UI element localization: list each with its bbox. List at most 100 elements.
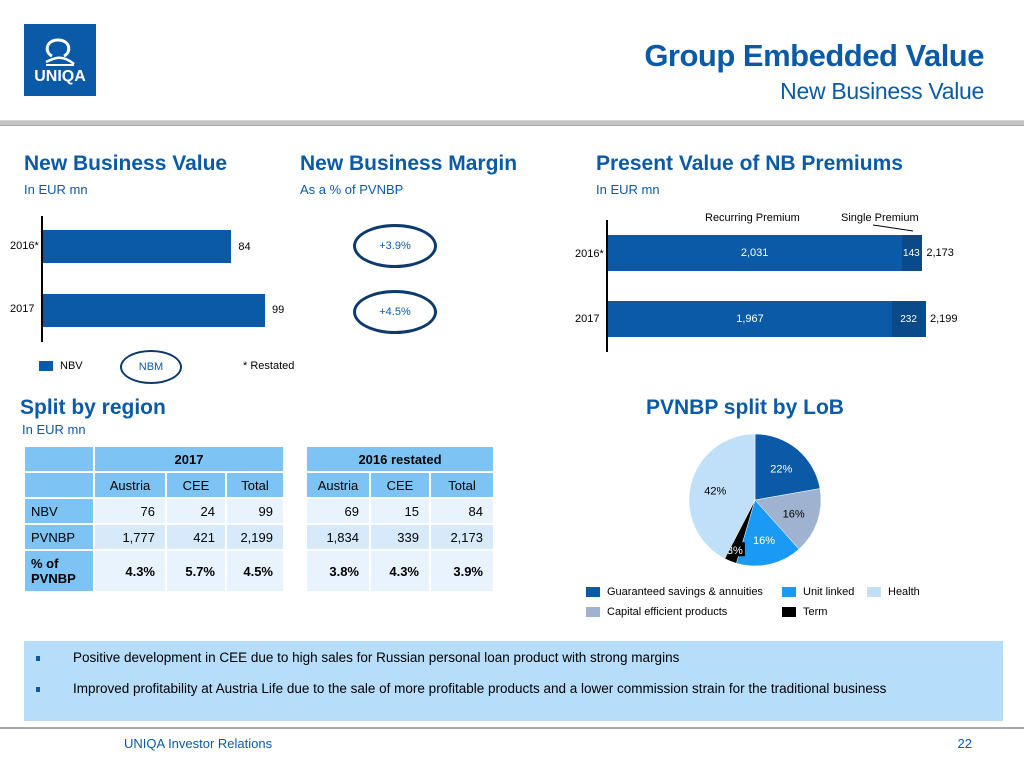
column-header: Total bbox=[431, 473, 493, 497]
pie-slice-label: 16% bbox=[783, 508, 805, 520]
uniqa-logo: UNIQA bbox=[24, 24, 96, 96]
nbm-2017-value: +4.5% bbox=[379, 306, 411, 318]
cell-value: 24 bbox=[167, 499, 225, 523]
nbv-value-label: 84 bbox=[238, 241, 251, 253]
pvnbp-title: Present Value of NB Premiums bbox=[596, 152, 903, 175]
cell-value: 3.8% bbox=[307, 551, 369, 591]
pvnbp-recurring-bar bbox=[608, 301, 893, 337]
logo-text: UNIQA bbox=[34, 68, 86, 85]
legend-label-health: Health bbox=[888, 586, 920, 598]
page-number: 22 bbox=[957, 736, 972, 751]
cell-value: 1,777 bbox=[95, 525, 165, 549]
cell-value: 5.7% bbox=[167, 551, 225, 591]
page-subtitle: New Business Value bbox=[780, 78, 984, 104]
table-year-header: 2016 restated bbox=[307, 447, 493, 471]
legend-label-nbm: NBM bbox=[138, 361, 164, 373]
legend-swatch-health bbox=[867, 587, 881, 597]
row-label: % of PVNBP bbox=[25, 551, 93, 591]
cell-value: 84 bbox=[431, 499, 493, 523]
page-title: Group Embedded Value bbox=[644, 38, 984, 73]
pvnbp-recurring-label: 2,031 bbox=[740, 247, 769, 259]
legend-label-unit-linked: Unit linked bbox=[803, 586, 855, 598]
nbm-2017-ellipse: +4.5% bbox=[353, 290, 437, 334]
table-row: 69 15 84 bbox=[307, 499, 493, 523]
pvnbp-cat-label: 2017 bbox=[575, 313, 600, 325]
nbm-2016-value: +3.9% bbox=[379, 240, 411, 252]
legend-swatch-capital-efficient bbox=[586, 607, 600, 617]
bullet-icon bbox=[36, 656, 40, 661]
pie-slice-label: 22% bbox=[770, 464, 792, 476]
cell-value: 339 bbox=[371, 525, 429, 549]
nbv-cat-label: 2016* bbox=[10, 240, 39, 252]
nbv-title: New Business Value bbox=[24, 152, 228, 175]
footer-divider bbox=[0, 727, 1024, 729]
table-corner bbox=[25, 473, 93, 497]
region-table-2016: 2016 restated Austria CEE Total 69 15 84… bbox=[305, 445, 495, 593]
nbv-bar bbox=[43, 294, 265, 327]
cell-value: 1,834 bbox=[307, 525, 369, 549]
restated-footnote: * Restated bbox=[243, 360, 295, 372]
row-label: PVNBP bbox=[25, 525, 93, 549]
column-header: CEE bbox=[167, 473, 225, 497]
bullet-text: Improved profitability at Austria Life d… bbox=[73, 681, 887, 696]
pie-slice-label: 16% bbox=[753, 535, 775, 547]
region-table-2017: 2017 Austria CEE Total NBV 76 24 99 PVNB… bbox=[23, 445, 285, 593]
column-header: CEE bbox=[371, 473, 429, 497]
header-divider bbox=[0, 120, 1024, 126]
legend-recurring-premium: Recurring Premium bbox=[705, 212, 800, 224]
key-points-box: Positive development in CEE due to high … bbox=[24, 641, 1003, 721]
pvnbp-axis bbox=[606, 220, 608, 352]
nbm-2016-ellipse: +3.9% bbox=[353, 224, 437, 268]
nbv-bar-chart: 2016* 2017 84 99 bbox=[0, 0, 300, 400]
cell-value: 2,199 bbox=[227, 525, 283, 549]
legend-swatch-guaranteed bbox=[586, 587, 600, 597]
nbm-subtitle: As a % of PVNBP bbox=[300, 182, 404, 197]
nbv-axis bbox=[41, 216, 43, 342]
pie-slice-label: 42% bbox=[704, 485, 726, 497]
nbv-cat-label: 2017 bbox=[10, 303, 35, 315]
cell-value: 4.5% bbox=[227, 551, 283, 591]
pie-slice-label: 3% bbox=[727, 545, 743, 557]
lob-pie-chart: 22% 16% 16% 3% 42% bbox=[688, 433, 822, 567]
pvnbp-subtitle: In EUR mn bbox=[596, 182, 660, 197]
bullet-text: Positive development in CEE due to high … bbox=[73, 650, 680, 665]
table-row: % of PVNBP 4.3% 5.7% 4.5% bbox=[25, 551, 283, 591]
lob-title: PVNBP split by LoB bbox=[646, 396, 844, 419]
nbv-value-label: 99 bbox=[272, 304, 285, 316]
pvnbp-single-label: 232 bbox=[900, 314, 917, 325]
table-row: 1,834 339 2,173 bbox=[307, 525, 493, 549]
cell-value: 4.3% bbox=[371, 551, 429, 591]
pvnbp-single-bar bbox=[892, 301, 926, 337]
cell-value: 421 bbox=[167, 525, 225, 549]
legend-swatch-term bbox=[782, 607, 796, 617]
legend-label-term: Term bbox=[803, 606, 828, 618]
column-header: Total bbox=[227, 473, 283, 497]
cell-value: 4.3% bbox=[95, 551, 165, 591]
table-row: NBV 76 24 99 bbox=[25, 499, 283, 523]
legend-label-capital-efficient: Capital efficient products bbox=[607, 606, 728, 618]
column-header: Austria bbox=[307, 473, 369, 497]
cell-value: 76 bbox=[95, 499, 165, 523]
nbv-bar bbox=[43, 230, 232, 263]
logo-mark-icon bbox=[45, 38, 75, 66]
legend-nbm-ellipse: NBM bbox=[120, 350, 182, 384]
pvnbp-single-label: 143 bbox=[903, 248, 920, 259]
legend-swatch-unit-linked bbox=[782, 587, 796, 597]
table-corner bbox=[25, 447, 93, 471]
pvnbp-cat-label: 2016* bbox=[575, 248, 604, 260]
pvnbp-recurring-label: 1,967 bbox=[736, 313, 764, 325]
nbm-title: New Business Margin bbox=[300, 152, 518, 175]
pvnbp-total-label: 2,199 bbox=[930, 313, 958, 325]
table-row: 3.8% 4.3% 3.9% bbox=[307, 551, 493, 591]
region-subtitle: In EUR mn bbox=[22, 422, 86, 437]
bullet-icon bbox=[36, 687, 40, 692]
pvnbp-total-label: 2,173 bbox=[926, 247, 954, 259]
row-label: NBV bbox=[25, 499, 93, 523]
footer-text: UNIQA Investor Relations bbox=[124, 736, 273, 751]
pie-slice-guaranteed-savings-annuities bbox=[754, 433, 821, 501]
cell-value: 99 bbox=[227, 499, 283, 523]
pvnbp-recurring-bar bbox=[608, 235, 902, 271]
cell-value: 2,173 bbox=[431, 525, 493, 549]
legend-label-guaranteed: Guaranteed savings & annuities bbox=[607, 586, 763, 598]
legend-label-nbv: NBV bbox=[60, 360, 83, 372]
